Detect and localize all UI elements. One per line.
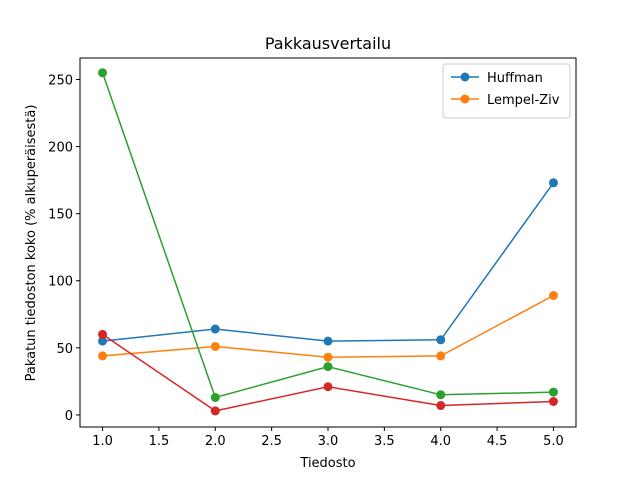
y-tick-label: 250 — [48, 73, 73, 88]
plot-frame — [79, 57, 577, 428]
x-tick-label: 4.5 — [487, 434, 508, 449]
y-tick-label: 200 — [48, 141, 73, 156]
x-tick-label: 1.5 — [149, 434, 170, 449]
y-tick-label: 150 — [48, 208, 73, 223]
data-point — [323, 336, 333, 346]
data-point — [548, 291, 558, 301]
x-tick-label: 1.0 — [92, 434, 113, 449]
series-2 — [98, 291, 558, 362]
series-1 — [98, 178, 558, 346]
x-tick-label: 2.0 — [205, 434, 226, 449]
x-tick-label: 4.0 — [430, 434, 451, 449]
data-point — [323, 382, 333, 392]
data-point — [98, 329, 108, 339]
data-point — [548, 387, 558, 397]
y-tick-label: 0 — [65, 409, 73, 424]
x-axis-title: Tiedosto — [299, 456, 355, 471]
data-point — [98, 351, 108, 361]
data-point — [98, 68, 108, 78]
data-point — [436, 390, 446, 400]
data-point — [436, 335, 446, 345]
y-axis-title: Pakatun tiedoston koko (% alkuperäisestä… — [24, 105, 39, 382]
x-tick-label: 5.0 — [543, 434, 564, 449]
legend-label: Lempel-Ziv — [487, 93, 560, 108]
series-layer — [98, 68, 558, 416]
data-point — [436, 401, 446, 411]
x-tick-label: 3.0 — [318, 434, 339, 449]
x-tick-label: 3.5 — [374, 434, 395, 449]
data-point — [210, 341, 220, 351]
y-tick-label: 50 — [56, 342, 73, 357]
x-tick-label: 2.5 — [261, 434, 282, 449]
legend-swatch-marker — [460, 72, 470, 82]
data-point — [323, 352, 333, 362]
legend-label: Huffman — [487, 71, 543, 86]
data-point — [210, 324, 220, 334]
data-point — [548, 178, 558, 188]
data-point — [210, 392, 220, 402]
chart-title: Pakkausvertailu — [265, 34, 391, 53]
data-point — [210, 406, 220, 416]
series-line — [102, 294, 554, 358]
data-point — [98, 336, 108, 346]
data-point — [323, 362, 333, 372]
series-line — [102, 333, 554, 412]
y-tick-label: 100 — [48, 275, 73, 290]
ticks-layer: 1.0 1.5 2.0 2.5 3.0 3.5 4.0 4.5 5.0 0 50 100 150 200 2… — [48, 73, 564, 449]
data-point — [436, 351, 446, 361]
series-3 — [98, 68, 558, 402]
legend-swatch-marker — [460, 94, 470, 104]
legend: Huffman Lempel-Ziv — [442, 63, 571, 119]
series-line — [101, 72, 554, 399]
series-line — [102, 182, 555, 342]
data-point — [548, 397, 558, 407]
series-4 — [98, 329, 558, 416]
